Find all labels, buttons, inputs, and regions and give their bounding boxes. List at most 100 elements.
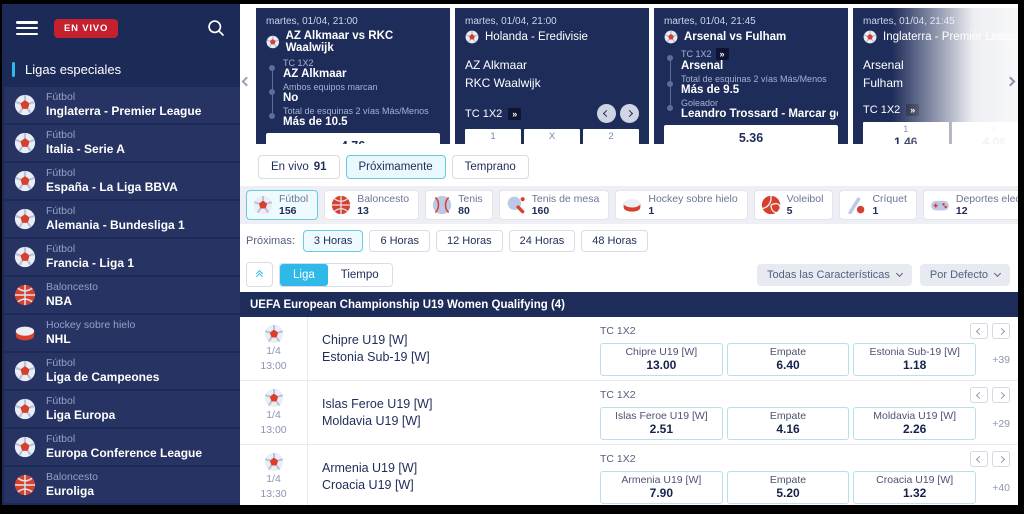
- toggle-tiempo[interactable]: Tiempo: [327, 263, 392, 286]
- card-prev-icon[interactable]: [597, 104, 616, 123]
- home-team: AZ Alkmaar: [465, 58, 528, 72]
- odds-cell-1[interactable]: 1 1.31: [465, 129, 521, 144]
- odds-box-home[interactable]: Armenia U19 [W] 7.90: [600, 471, 723, 504]
- market-prev-icon[interactable]: [970, 451, 988, 467]
- sort-dropdown-label: Por Defecto: [929, 268, 988, 281]
- odds-label: X: [991, 124, 998, 135]
- odds-box-draw[interactable]: Empate 6.40: [726, 343, 850, 376]
- more-markets-count[interactable]: +40: [992, 481, 1011, 494]
- tab-label: Temprano: [464, 161, 516, 173]
- pick-label: Arsenal: [681, 60, 724, 72]
- sidebar-item-bundesliga[interactable]: Fútbol Alemania - Bundesliga 1: [2, 201, 240, 237]
- tab-temprano[interactable]: Temprano: [451, 155, 529, 179]
- match-row-chipre-estonia[interactable]: 1/4 13:00 Chipre U19 [W] Estonia Sub-19 …: [240, 317, 1018, 381]
- carousel-prev-icon[interactable]: [241, 72, 252, 90]
- more-markets-icon[interactable]: »: [508, 107, 522, 120]
- sport-filter-baloncesto[interactable]: Baloncesto 13: [324, 190, 420, 220]
- combo-odds-button[interactable]: 5.36: [664, 125, 838, 144]
- market-next-icon[interactable]: [992, 323, 1010, 339]
- sport-filter-voleibol[interactable]: Voleibol 5: [753, 190, 834, 220]
- selection: TC 1X2» Arsenal: [667, 48, 838, 72]
- sport-filter-tenis-de-mesa[interactable]: Tenis de mesa 160: [498, 190, 610, 220]
- odds-value: 4.08: [982, 135, 1006, 144]
- featured-card-eredivisie[interactable]: martes, 01/04, 21:00 Holanda - Eredivisi…: [455, 8, 649, 144]
- match-title: AZ Alkmaar vs RKC Waalwijk: [285, 30, 394, 54]
- sport-name: Hockey sobre hielo: [648, 192, 738, 205]
- sport-name: Voleibol: [786, 192, 824, 205]
- live-badge[interactable]: EN VIVO: [54, 18, 119, 38]
- sidebar-item-nba[interactable]: Baloncesto NBA: [2, 277, 240, 313]
- sidebar-item-serie-a[interactable]: Fútbol Italia - Serie A: [2, 125, 240, 161]
- sport-filter-futbol[interactable]: Fútbol 156: [246, 190, 319, 220]
- sidebar-item-euroliga[interactable]: Baloncesto Euroliga: [2, 467, 240, 503]
- sidebar-item-champions-league[interactable]: Fútbol Liga de Campeones: [2, 353, 240, 389]
- combo-odds-button[interactable]: 4.76: [266, 133, 440, 144]
- market-prev-icon[interactable]: [970, 323, 988, 339]
- odds-box-away[interactable]: Estonia Sub-19 [W] 1.18: [853, 343, 977, 376]
- carousel-next-icon[interactable]: [1005, 72, 1016, 90]
- collapse-all-icon[interactable]: [246, 262, 273, 287]
- time-filter-6h[interactable]: 6 Horas: [369, 230, 430, 252]
- away-team: Croacia U19 [W]: [322, 478, 414, 492]
- market-label: TC 1X2: [863, 104, 901, 116]
- more-markets-count[interactable]: +29: [992, 417, 1011, 430]
- toggle-liga[interactable]: Liga: [280, 263, 328, 286]
- sidebar-item-nhl[interactable]: Hockey sobre hielo NHL: [2, 315, 240, 351]
- featured-card-premier[interactable]: martes, 01/04, 21:45 Inglaterra - Premie…: [853, 8, 1018, 144]
- odds-value: 6.40: [776, 358, 800, 372]
- odds-box-away[interactable]: Croacia U19 [W] 1.32: [853, 471, 977, 504]
- more-markets-count[interactable]: +39: [992, 353, 1011, 366]
- odds-box-draw[interactable]: Empate 5.20: [726, 471, 850, 504]
- sport-filter-hockey[interactable]: Hockey sobre hielo 1: [615, 190, 748, 220]
- tab-en-vivo[interactable]: En vivo 91: [258, 155, 340, 179]
- more-markets-icon[interactable]: »: [906, 104, 920, 116]
- sport-filter-criquet[interactable]: Críquet 1: [839, 190, 917, 220]
- features-dropdown[interactable]: Todas las Características: [757, 263, 912, 286]
- sidebar-item-la-liga[interactable]: Fútbol España - La Liga BBVA: [2, 163, 240, 199]
- card-next-icon[interactable]: [620, 104, 639, 123]
- odds-cell-2[interactable]: 2 8.80: [583, 129, 639, 144]
- odds-cell-1[interactable]: 1 1.46: [863, 122, 949, 144]
- sidebar-item-premier-league[interactable]: Fútbol Inglaterra - Premier League: [2, 87, 240, 123]
- sidebar-item-ligue-1[interactable]: Fútbol Francia - Liga 1: [2, 239, 240, 275]
- football-icon: [14, 246, 36, 268]
- sidebar-item-europa-league[interactable]: Fútbol Liga Europa: [2, 391, 240, 427]
- market-next-icon[interactable]: [992, 451, 1010, 467]
- market-prev-icon[interactable]: [970, 387, 988, 403]
- football-icon: [264, 388, 284, 408]
- tab-proximamente[interactable]: Próximamente: [345, 155, 446, 179]
- time-filter-48h[interactable]: 48 Horas: [581, 230, 648, 252]
- odds-box-home[interactable]: Chipre U19 [W] 13.00: [600, 343, 723, 376]
- selection: TC 1X2 AZ Alkmaar: [269, 58, 440, 80]
- sidebar-item-conference-league[interactable]: Fútbol Europa Conference League: [2, 429, 240, 465]
- sports-filter-strip: Fútbol 156 Baloncesto 13 Tenis 80 Tenis de …: [240, 186, 1018, 224]
- odds-box-home[interactable]: Islas Feroe U19 [W] 2.51: [600, 407, 723, 440]
- odds-cell-x[interactable]: X 4.08: [951, 122, 1018, 144]
- sport-count: 156: [279, 205, 297, 217]
- volleyball-icon: [761, 195, 781, 215]
- sort-dropdown[interactable]: Por Defecto: [919, 263, 1010, 286]
- time-filter-24h[interactable]: 24 Horas: [508, 230, 576, 252]
- home-team: Arsenal: [863, 58, 904, 72]
- league-header[interactable]: UEFA European Championship U19 Women Qua…: [240, 292, 1018, 317]
- featured-card-combo-az[interactable]: martes, 01/04, 21:00 AZ Alkmaar vs RKC W…: [256, 8, 450, 144]
- odds-value: 8.80: [583, 142, 639, 144]
- odds-box-away[interactable]: Moldavia U19 [W] 2.26: [853, 407, 977, 440]
- featured-card-combo-arsenal[interactable]: martes, 01/04, 21:45 Arsenal vs Fulham T…: [654, 8, 848, 144]
- match-row-feroe-moldavia[interactable]: 1/4 13:00 Islas Feroe U19 [W] Moldavia U…: [240, 381, 1018, 445]
- time-filter-12h[interactable]: 12 Horas: [435, 230, 503, 252]
- sport-filter-esports[interactable]: Deportes electrónicos12: [922, 190, 1018, 220]
- search-icon[interactable]: [206, 18, 226, 38]
- sport-label: Baloncesto: [46, 280, 98, 293]
- away-team: RKC Waalwijk: [465, 76, 541, 90]
- odds-cell-x[interactable]: X 5.50: [524, 129, 580, 144]
- time-filter-3h[interactable]: 3 Horas: [302, 230, 364, 252]
- odds-box-draw[interactable]: Empate 4.16: [726, 407, 850, 440]
- sport-filter-tenis[interactable]: Tenis 80: [425, 190, 493, 220]
- hamburger-menu-icon[interactable]: [16, 21, 38, 35]
- match-row-armenia-croacia[interactable]: 1/4 13:30 Armenia U19 [W] Croacia U19 [W…: [240, 445, 1018, 505]
- odds-label: Empate: [769, 410, 807, 422]
- market-next-icon[interactable]: [992, 387, 1010, 403]
- odds-label: Croacia U19 [W]: [876, 474, 954, 486]
- view-toggle: Liga Tiempo: [279, 262, 393, 287]
